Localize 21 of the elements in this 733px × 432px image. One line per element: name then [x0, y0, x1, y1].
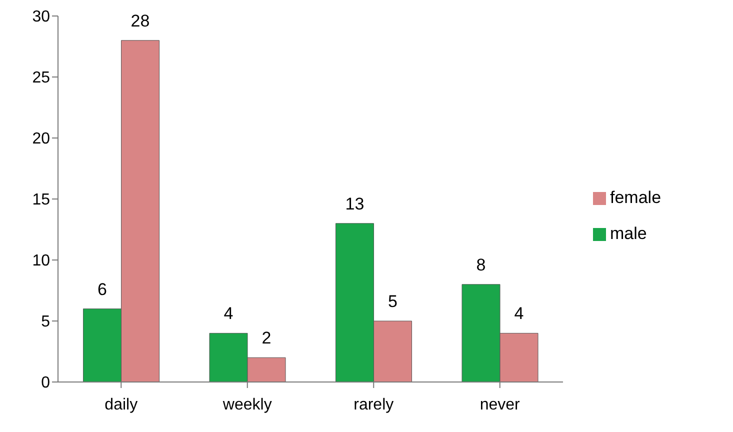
x-tick-label: daily — [104, 396, 138, 414]
x-tick-label: rarely — [354, 396, 394, 414]
y-tick-label: 0 — [41, 374, 50, 392]
y-tick-label: 25 — [32, 70, 50, 87]
x-tick-label: weekly — [222, 396, 272, 414]
data-label: 4 — [224, 304, 234, 324]
x-tick-label: never — [480, 396, 521, 414]
y-tick-label: 20 — [32, 130, 50, 148]
data-label: 2 — [262, 328, 272, 348]
legend-label: male — [610, 224, 647, 243]
data-label: 4 — [514, 304, 524, 324]
y-tick-label: 30 — [32, 8, 50, 26]
data-label: 28 — [130, 11, 150, 30]
y-tick-label: 10 — [32, 252, 50, 270]
data-label: 5 — [388, 292, 398, 311]
data-label: 13 — [345, 194, 364, 214]
data-label: 8 — [476, 255, 486, 274]
y-tick-label: 15 — [32, 192, 50, 209]
data-label: 6 — [98, 280, 107, 299]
y-tick-label: 5 — [41, 314, 50, 331]
legend-label: female — [610, 188, 662, 207]
